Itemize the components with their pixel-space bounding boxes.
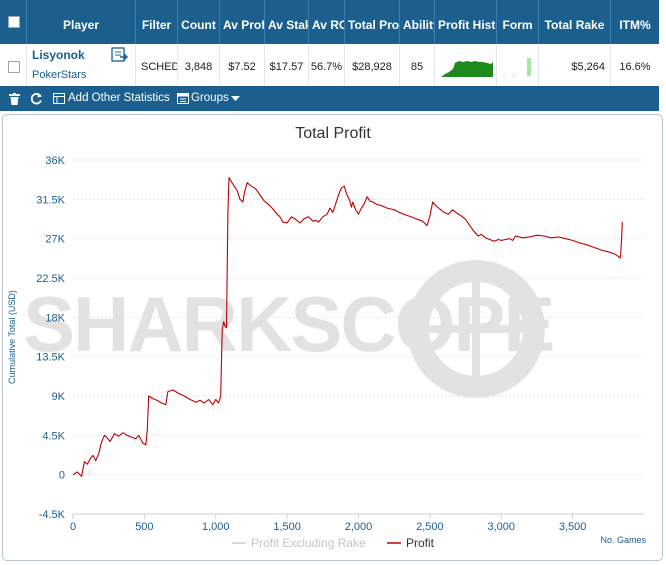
col-player[interactable]: Player (27, 0, 136, 44)
y-tick-label: 4.5K (42, 430, 65, 442)
count-cell: 3,848 (178, 44, 220, 86)
scope-reticle-icon (407, 260, 545, 398)
y-tick-label: 13.5K (36, 352, 65, 364)
select-all-checkbox[interactable] (8, 16, 20, 28)
chevron-down-icon[interactable] (231, 96, 240, 102)
export-icon[interactable] (111, 47, 129, 63)
x-tick-label: 1,500 (273, 521, 301, 533)
total-profit-cell: $28,928 (345, 44, 400, 86)
y-tick-label: -4.5K (39, 509, 66, 521)
add-other-statistics-button[interactable]: Add Other Statistics (68, 92, 170, 104)
x-tick-label: 500 (135, 521, 153, 533)
x-tick-label: 2,000 (345, 521, 373, 533)
av-roi-cell: 56.7% (309, 44, 345, 86)
x-tick-label: 0 (70, 521, 76, 533)
player-name-link[interactable]: Lisyonok (32, 48, 85, 62)
filter-cell: SCHEDULED (136, 44, 178, 86)
watermark-text: SHARKSCOPE (23, 280, 553, 368)
grid-toolbar: Add Other Statistics Groups (0, 86, 659, 111)
legend-item[interactable]: Profit Excluding Rake (251, 536, 366, 550)
ability-cell: 85 (400, 44, 435, 86)
form-cell (497, 44, 539, 86)
x-tick-label: 2,500 (416, 521, 444, 533)
total-profit-chart: SHARKSCOPE Total Profit Cumulative Total… (7, 125, 646, 550)
col-profit-history[interactable]: Profit History (435, 0, 497, 44)
x-tick-label: 3,000 (487, 521, 515, 533)
y-tick-label: 22.5K (36, 273, 65, 285)
legend-item[interactable]: Profit (406, 536, 435, 550)
refresh-icon[interactable] (30, 92, 43, 105)
col-av-profit[interactable]: Av Profit (220, 0, 265, 44)
total-rake-cell: $5,264 (539, 44, 611, 86)
chart-title: Total Profit (295, 125, 371, 142)
select-all-cell[interactable] (0, 0, 27, 44)
chart-legend: Profit Excluding Rake Profit (232, 536, 435, 550)
col-filter[interactable]: Filter (136, 0, 178, 44)
sharkscope-watermark: SHARKSCOPE (23, 260, 555, 398)
y-tick-label: 9K (52, 391, 66, 403)
row-select-cell[interactable] (0, 44, 27, 86)
col-count[interactable]: Count (178, 0, 220, 44)
y-tick-label: 36K (45, 155, 65, 167)
grid-header: Player Filter Count Av Profit Av Stake A… (0, 0, 659, 44)
x-tick-label: 1,000 (202, 521, 230, 533)
y-axis-label: Cumulative Total (USD) (7, 290, 17, 384)
av-profit-cell: $7.52 (220, 44, 265, 86)
groups-dropdown[interactable]: Groups (191, 92, 229, 104)
col-itm[interactable]: ITM% (619, 18, 651, 32)
chart-panel: SHARKSCOPE Total Profit Cumulative Total… (2, 114, 663, 561)
table-row[interactable]: Lisyonok PokerStars SCHEDULED 3,848 $7.5… (0, 44, 659, 87)
profit-history-cell (435, 44, 497, 86)
itm-cell: 16.6% (619, 61, 651, 73)
av-stake-cell: $17.57 (265, 44, 309, 86)
y-tick-label: 0 (59, 470, 65, 482)
chart-series (72, 176, 623, 477)
col-ability[interactable]: Ability (400, 0, 435, 44)
x-tick-label: 3,500 (559, 521, 587, 533)
col-av-roi[interactable]: Av ROI (309, 0, 345, 44)
col-total-profit[interactable]: Total Profit (345, 0, 400, 44)
col-total-rake[interactable]: Total Rake (539, 0, 611, 44)
y-tick-label: 31.5K (36, 194, 65, 206)
x-axis-corner-label: No. Games (600, 535, 646, 545)
form-sparkline (503, 58, 531, 76)
player-cell: Lisyonok PokerStars (27, 44, 136, 86)
row-checkbox[interactable] (8, 61, 20, 73)
network-link[interactable]: PokerStars (32, 69, 87, 81)
col-form[interactable]: Form (497, 0, 539, 44)
col-av-stake[interactable]: Av Stake (265, 0, 309, 44)
trash-icon[interactable] (9, 93, 20, 105)
profit-series-line (72, 176, 623, 477)
y-tick-label: 18K (45, 312, 65, 324)
x-axis-ticks: 0 500 1,000 1,500 2,000 2,500 3,000 3,500 (70, 513, 644, 533)
profit-history-sparkline (441, 61, 493, 77)
add-statistics-icon[interactable] (53, 93, 65, 104)
groups-icon[interactable] (177, 93, 189, 104)
y-axis-ticks: -4.5K 0 4.5K 9K 13.5K 18K 22.5K 27K 31.5K 36K (36, 155, 65, 521)
y-tick-label: 27K (45, 234, 65, 246)
